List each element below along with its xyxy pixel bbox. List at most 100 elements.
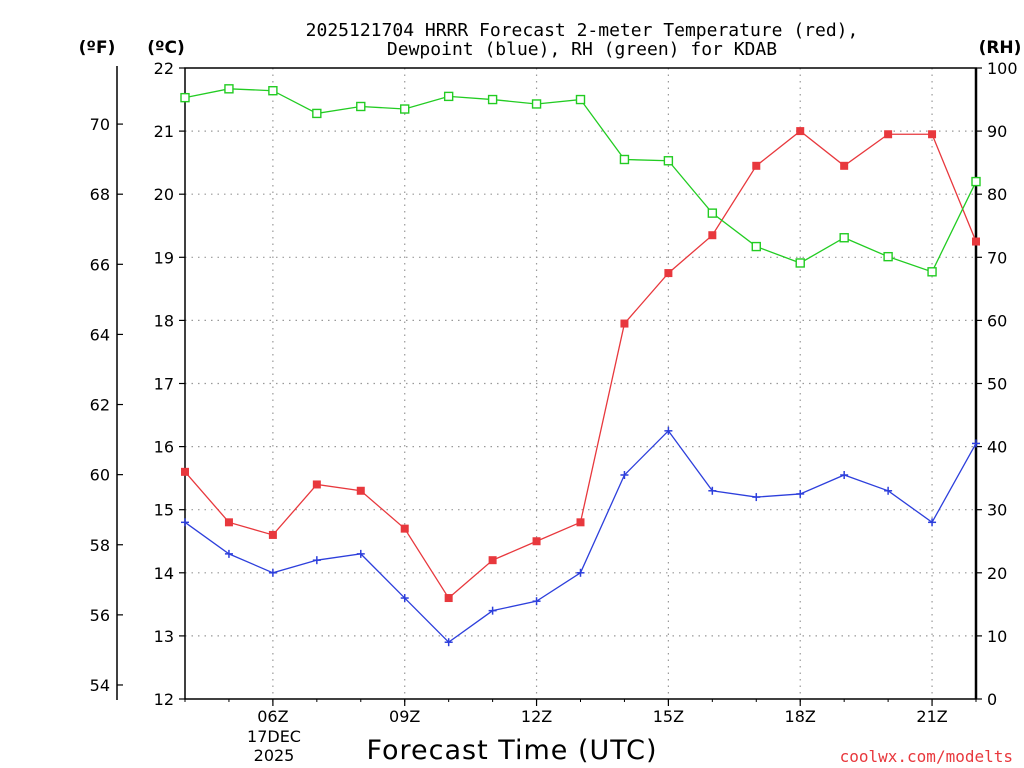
x-tick-label: 06Z bbox=[257, 707, 288, 726]
rh-point bbox=[575, 94, 586, 105]
dewpoint-point bbox=[620, 470, 629, 479]
dewpoint-point bbox=[752, 493, 761, 502]
temperature-point bbox=[796, 127, 805, 136]
dewpoint-point bbox=[796, 489, 805, 498]
rh-tick-label: 30 bbox=[987, 501, 1007, 520]
celsius-tick-label: 19 bbox=[154, 248, 174, 267]
rh-tick-label: 10 bbox=[987, 627, 1007, 646]
dewpoint-series-line bbox=[184, 429, 977, 644]
rh-tick-label: 80 bbox=[987, 185, 1007, 204]
rh-point bbox=[751, 241, 761, 252]
dewpoint-point bbox=[181, 518, 189, 527]
temperature-point bbox=[928, 130, 937, 139]
plot-frame bbox=[184, 67, 977, 700]
temperature-point bbox=[400, 524, 409, 533]
temperature-point bbox=[664, 269, 673, 278]
rh-point bbox=[443, 91, 454, 102]
temperature-point bbox=[181, 467, 189, 476]
dewpoint-point bbox=[444, 638, 453, 647]
rh-point bbox=[663, 156, 674, 166]
dewpoint-point bbox=[356, 549, 365, 558]
x-tick-label: 18Z bbox=[785, 707, 816, 726]
rh-tick-label: 50 bbox=[987, 375, 1007, 394]
y-axis-fahrenheit-label: (ºF) bbox=[79, 38, 116, 58]
chart-title-line2: Dewpoint (blue), RH (green) for KDAB bbox=[387, 39, 777, 60]
rh-point bbox=[312, 108, 322, 119]
temperature-point bbox=[444, 594, 453, 603]
fahrenheit-tick-label: 56 bbox=[90, 606, 110, 625]
rh-series-line bbox=[184, 88, 977, 273]
fahrenheit-tick-label: 62 bbox=[90, 396, 110, 415]
rh-tick-label: 40 bbox=[987, 438, 1007, 457]
dewpoint-point bbox=[840, 470, 849, 479]
fahrenheit-tick-label: 58 bbox=[90, 536, 110, 555]
temperature-point bbox=[312, 480, 321, 489]
temperature-series-line bbox=[184, 130, 977, 600]
celsius-tick-label: 13 bbox=[154, 627, 174, 646]
dewpoint-point bbox=[928, 518, 937, 527]
rh-point bbox=[356, 101, 366, 112]
fahrenheit-tick-label: 60 bbox=[90, 466, 110, 485]
rh-point bbox=[268, 86, 278, 96]
rh-tick-label: 60 bbox=[987, 311, 1007, 330]
temperature-point bbox=[884, 130, 893, 139]
rh-point bbox=[487, 94, 498, 105]
dewpoint-point bbox=[488, 606, 497, 615]
chart-title-line1: 2025121704 HRRR Forecast 2-meter Tempera… bbox=[306, 20, 859, 41]
temperature-point bbox=[488, 556, 497, 565]
rh-point bbox=[707, 208, 718, 218]
temperature-point bbox=[356, 486, 365, 495]
x-tick-label: 09Z bbox=[389, 707, 420, 726]
celsius-tick-label: 17 bbox=[154, 375, 174, 394]
dewpoint-point bbox=[576, 568, 585, 577]
x-tick-label: 21Z bbox=[916, 707, 947, 726]
rh-point bbox=[795, 258, 805, 268]
fahrenheit-tick-label: 54 bbox=[90, 676, 110, 695]
rh-point bbox=[839, 233, 849, 243]
x-tick-label: 12Z bbox=[521, 707, 552, 726]
credit-text: coolwx.com/modelts bbox=[840, 747, 1013, 766]
series-layer bbox=[180, 84, 981, 647]
temperature-point bbox=[708, 231, 717, 240]
fahrenheit-tick-label: 64 bbox=[90, 325, 110, 344]
dewpoint-point bbox=[972, 439, 980, 448]
dewpoint-point bbox=[224, 549, 233, 558]
date-year-label: 2025 bbox=[254, 746, 295, 765]
celsius-tick-label: 16 bbox=[154, 438, 174, 457]
grid-lines bbox=[185, 68, 976, 699]
y-axis-celsius-label: (ºC) bbox=[147, 38, 185, 58]
temperature-point bbox=[620, 319, 629, 328]
fahrenheit-tick-label: 66 bbox=[90, 255, 110, 274]
date-day-label: 17DEC bbox=[247, 727, 301, 746]
temperature-point bbox=[224, 518, 233, 527]
rh-point bbox=[224, 84, 234, 94]
dewpoint-point bbox=[312, 556, 321, 565]
celsius-tick-label: 15 bbox=[154, 501, 174, 520]
dewpoint-point bbox=[268, 568, 277, 577]
rh-point bbox=[619, 154, 630, 165]
temperature-point bbox=[972, 237, 980, 246]
rh-tick-label: 0 bbox=[987, 690, 997, 709]
rh-tick-label: 90 bbox=[987, 122, 1007, 141]
rh-point bbox=[531, 99, 542, 109]
dewpoint-point bbox=[664, 426, 673, 435]
rh-tick-label: 70 bbox=[987, 248, 1007, 267]
rh-tick-label: 100 bbox=[987, 59, 1018, 78]
temperature-point bbox=[752, 161, 761, 170]
dewpoint-point bbox=[884, 486, 893, 495]
celsius-tick-label: 20 bbox=[154, 185, 174, 204]
rh-point bbox=[927, 267, 937, 277]
y-axis-rh-label: (RH) bbox=[979, 38, 1022, 58]
temperature-point bbox=[840, 161, 849, 170]
celsius-tick-label: 21 bbox=[154, 122, 174, 141]
rh-point bbox=[180, 92, 190, 103]
fahrenheit-tick-label: 68 bbox=[90, 185, 110, 204]
fahrenheit-tick-label: 70 bbox=[90, 115, 110, 134]
temperature-point bbox=[576, 518, 585, 527]
x-tick-label: 15Z bbox=[653, 707, 684, 726]
axis-ticks: 12 13 14 15 16 17 18 19 20 21 22 06Z 09Z 12Z 15Z 18Z 21Z… bbox=[90, 59, 1018, 726]
celsius-tick-label: 12 bbox=[154, 690, 174, 709]
dewpoint-point bbox=[708, 486, 717, 495]
rh-tick-label: 20 bbox=[987, 564, 1007, 583]
